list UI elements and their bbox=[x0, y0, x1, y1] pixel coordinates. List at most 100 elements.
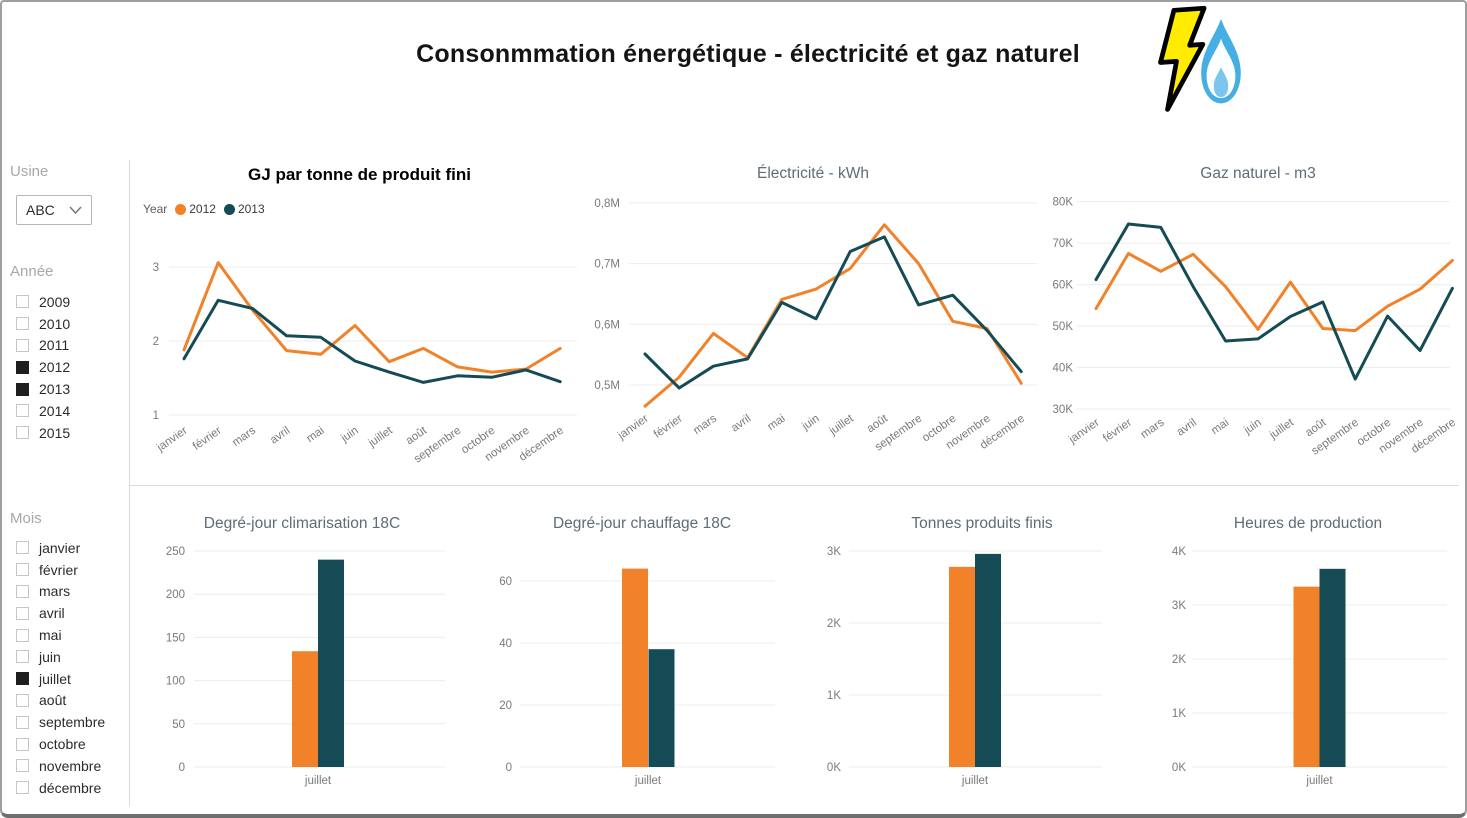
bar-2012[interactable] bbox=[292, 651, 318, 767]
checkbox-unchecked[interactable] bbox=[16, 295, 29, 309]
line-series-2013[interactable] bbox=[182, 298, 562, 384]
mois-option-septembre[interactable]: septembre bbox=[16, 711, 105, 733]
mois-option-mars[interactable]: mars bbox=[16, 581, 105, 603]
annee-option-label: 2010 bbox=[39, 315, 71, 332]
mois-option-label: juillet bbox=[39, 670, 71, 687]
chart-gj-par-tonne: GJ par tonne de produit fini Year 2012 2… bbox=[137, 162, 582, 484]
mois-option-novembre[interactable]: novembre bbox=[16, 755, 105, 777]
gj-plot-area: 3 2 1 janvier février mars avril mai juin juillet… bbox=[153, 261, 577, 466]
checkbox-unchecked[interactable] bbox=[16, 606, 29, 620]
annee-option-2010[interactable]: 2010 bbox=[16, 313, 70, 335]
checkbox-unchecked[interactable] bbox=[16, 650, 29, 664]
axis-label: 1K bbox=[1172, 708, 1186, 720]
checkbox-unchecked[interactable] bbox=[16, 426, 29, 440]
chevron-down-icon bbox=[69, 205, 82, 214]
checkbox-checked[interactable] bbox=[16, 360, 29, 374]
checkbox-unchecked[interactable] bbox=[16, 759, 29, 773]
annee-slicer-label: Année bbox=[10, 263, 54, 280]
checkbox-unchecked[interactable] bbox=[16, 338, 29, 352]
axis-label: juillet bbox=[961, 775, 989, 787]
bar-2013[interactable] bbox=[318, 559, 344, 767]
mois-option-juillet[interactable]: juillet bbox=[16, 668, 105, 690]
axis-label: 150 bbox=[166, 632, 185, 644]
annee-option-2012[interactable]: 2012 bbox=[16, 356, 70, 378]
bar-2013[interactable] bbox=[1319, 568, 1346, 767]
mois-option-juin[interactable]: juin bbox=[16, 646, 105, 668]
sidebar-divider bbox=[129, 160, 130, 806]
axis-label: juillet bbox=[1267, 416, 1297, 442]
bar-2012[interactable] bbox=[949, 566, 975, 767]
axis-label: 250 bbox=[166, 546, 185, 558]
legend-label-2013: 2013 bbox=[237, 202, 265, 216]
checkbox-unchecked[interactable] bbox=[16, 628, 29, 642]
bar-2012[interactable] bbox=[1293, 586, 1320, 767]
annee-option-label: 2011 bbox=[39, 337, 70, 354]
line-series-2012[interactable] bbox=[1094, 252, 1454, 333]
axis-label: 50K bbox=[1053, 321, 1074, 333]
axis-label: mai bbox=[765, 413, 787, 433]
mois-option-label: mars bbox=[39, 583, 71, 600]
chart-degre-jour-climatisation: Degré-jour climarisation 18C 250 200 150 10… bbox=[137, 507, 467, 812]
annee-option-2015[interactable]: 2015 bbox=[16, 422, 70, 444]
mois-option-décembre[interactable]: décembre bbox=[16, 777, 105, 799]
line-series-2013[interactable] bbox=[643, 235, 1023, 390]
checkbox-unchecked[interactable] bbox=[16, 584, 29, 598]
mois-option-février[interactable]: février bbox=[16, 559, 105, 581]
bar-2013[interactable] bbox=[975, 553, 1001, 767]
checkbox-unchecked[interactable] bbox=[16, 715, 29, 729]
annee-option-2014[interactable]: 2014 bbox=[16, 400, 70, 422]
annee-option-2009[interactable]: 2009 bbox=[16, 291, 70, 313]
mois-option-avril[interactable]: avril bbox=[16, 602, 105, 624]
annee-option-label: 2009 bbox=[39, 293, 71, 310]
mois-option-mai[interactable]: mai bbox=[16, 624, 105, 646]
line-series-2012[interactable] bbox=[182, 261, 562, 374]
mois-slicer: janvier février mars avril mai juin juillet aoû… bbox=[16, 537, 105, 799]
axis-label: juillet bbox=[1305, 775, 1333, 787]
checkbox-checked[interactable] bbox=[16, 382, 29, 396]
mois-option-label: juin bbox=[39, 648, 61, 665]
annee-option-label: 2012 bbox=[39, 359, 71, 376]
legend-dot-2013 bbox=[223, 203, 235, 215]
bar-2013[interactable] bbox=[648, 649, 675, 767]
checkbox-unchecked[interactable] bbox=[16, 737, 29, 751]
tonnes-plot-area: 3K 2K 1K 0K juillet bbox=[827, 546, 1102, 787]
usine-dropdown[interactable]: ABC bbox=[16, 195, 92, 225]
axis-label: mai bbox=[304, 425, 326, 445]
annee-option-2011[interactable]: 2011 bbox=[16, 335, 70, 357]
mois-option-octobre[interactable]: octobre bbox=[16, 733, 105, 755]
mois-option-août[interactable]: août bbox=[16, 690, 105, 712]
axis-label: avril bbox=[1175, 417, 1199, 439]
axis-label: 70K bbox=[1053, 238, 1074, 250]
checkbox-unchecked[interactable] bbox=[16, 693, 29, 707]
chauffage-plot-area: 60 40 20 0 juillet bbox=[499, 568, 775, 787]
legend-item-2012[interactable]: 2012 bbox=[175, 202, 216, 216]
gas-flame-icon bbox=[1201, 18, 1241, 104]
checkbox-unchecked[interactable] bbox=[16, 404, 29, 418]
chart-legend: Year 2012 2013 bbox=[143, 202, 265, 216]
checkbox-unchecked[interactable] bbox=[16, 781, 29, 795]
axis-label: 80K bbox=[1053, 197, 1074, 209]
line-series-2013[interactable] bbox=[1094, 222, 1454, 381]
axis-label: août bbox=[404, 424, 430, 447]
chart-title: Degré-jour chauffage 18C bbox=[552, 515, 732, 532]
axis-label: juin bbox=[338, 425, 360, 446]
bar-2012[interactable] bbox=[622, 568, 648, 767]
axis-label: juillet bbox=[304, 775, 332, 787]
axis-label: 0 bbox=[506, 762, 512, 774]
annee-option-2013[interactable]: 2013 bbox=[16, 378, 70, 400]
axis-label: 100 bbox=[166, 676, 185, 688]
checkbox-checked[interactable] bbox=[16, 672, 29, 686]
legend-item-2013[interactable]: 2013 bbox=[223, 202, 265, 216]
checkbox-unchecked[interactable] bbox=[16, 541, 29, 555]
chart-title: Tonnes produits finis bbox=[911, 515, 1053, 532]
axis-label: 0,6M bbox=[594, 319, 620, 331]
axis-label: mars bbox=[1139, 416, 1167, 441]
chart-title: Degré-jour climarisation 18C bbox=[203, 515, 401, 532]
checkbox-unchecked[interactable] bbox=[16, 563, 29, 577]
mois-option-janvier[interactable]: janvier bbox=[16, 537, 105, 559]
axis-label: 0K bbox=[1172, 762, 1186, 774]
checkbox-unchecked[interactable] bbox=[16, 317, 29, 331]
line-series-2012[interactable] bbox=[643, 223, 1023, 408]
axis-label: 0,5M bbox=[594, 380, 620, 392]
